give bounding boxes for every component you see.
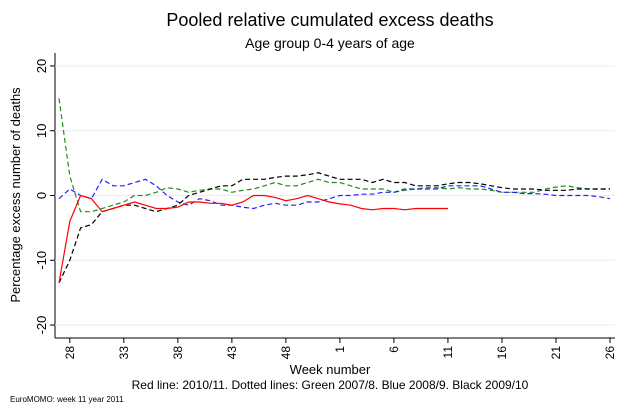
series-line — [58, 178, 611, 210]
footer: EuroMOMO: week 11 year 2011 — [10, 395, 124, 404]
x-tick-label: 1 — [333, 346, 347, 353]
x-tick-label: 21 — [549, 346, 563, 360]
y-tick-label: 10 — [34, 123, 49, 137]
x-tick-label: 28 — [63, 346, 77, 360]
y-tick-label: 0 — [34, 192, 49, 199]
x-tick-label: 11 — [441, 346, 455, 359]
x-tick-label: 6 — [387, 346, 401, 353]
x-tick-label: 43 — [225, 346, 239, 360]
x-tick-label: 38 — [171, 346, 185, 360]
x-axis-title: Week number — [290, 362, 371, 377]
chart-title: Pooled relative cumulated excess deaths — [166, 10, 493, 30]
y-axis-title: Percentage excess number of deaths — [8, 87, 23, 303]
series-line — [58, 172, 610, 284]
y-tick-label: -20 — [34, 316, 49, 335]
x-tick-label: 26 — [603, 346, 617, 360]
chart-subtitle: Age group 0-4 years of age — [245, 35, 415, 51]
y-tick-label: 20 — [34, 59, 49, 73]
x-tick-label: 16 — [495, 346, 509, 360]
x-tick-label: 48 — [279, 346, 293, 360]
series-line — [58, 194, 448, 284]
caption: Red line: 2010/11. Dotted lines: Green 2… — [132, 378, 529, 392]
x-tick-label: 33 — [117, 346, 131, 360]
y-tick-label: -10 — [34, 251, 49, 270]
series-line — [58, 98, 610, 213]
